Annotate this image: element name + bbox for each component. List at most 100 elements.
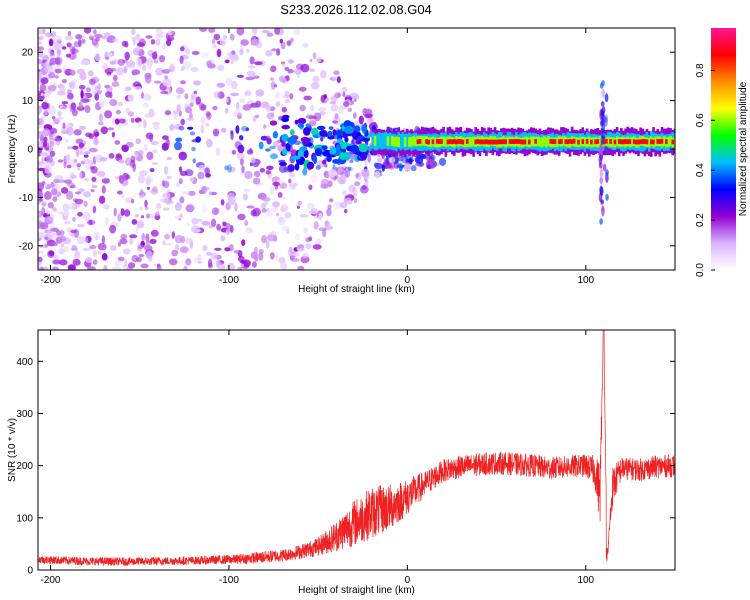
spectrogram-cell <box>545 137 548 148</box>
spectrogram-cell <box>431 139 435 145</box>
spectrogram-cell <box>281 117 289 123</box>
spectrogram-cell <box>48 84 57 92</box>
spectrogram-cell <box>572 138 576 144</box>
spectrogram-cell <box>125 107 130 114</box>
spectrogram-cell <box>45 155 53 164</box>
spectrogram-cell <box>364 181 368 186</box>
spectrogram-cell <box>337 104 344 114</box>
spectrogram-cell <box>146 151 154 161</box>
spectrogram-cell <box>596 139 600 144</box>
spectrogram-cell <box>135 226 139 234</box>
spectrogram-cell <box>600 109 605 120</box>
spectrogram-cell <box>38 71 42 81</box>
spectrogram-cell <box>66 42 72 48</box>
spectrogram-cell <box>143 102 149 108</box>
spectrogram-cell <box>191 50 200 56</box>
spectrogram-cell <box>281 196 287 200</box>
spectrogram-cell <box>49 150 56 157</box>
spectrogram-cell <box>98 195 106 204</box>
spectrogram-cell <box>180 80 186 85</box>
spectrogram-cell <box>583 137 587 147</box>
spectrogram-cell <box>47 202 54 209</box>
spectrogram-cell <box>551 139 555 144</box>
spectrogram-cell <box>108 153 115 159</box>
spectrogram-cell <box>412 136 415 146</box>
spectrogram-cell <box>124 51 130 61</box>
spectrogram-cell <box>410 136 413 147</box>
spectrogram-cell <box>150 229 159 237</box>
spectrogram-cell <box>44 65 54 73</box>
spectrogram-cell <box>519 139 522 145</box>
spectrogram-xlabel: Height of straight line (km) <box>298 284 415 295</box>
spectrogram-cell <box>162 207 170 211</box>
spectrogram-cell <box>245 76 255 81</box>
spectrogram-cell <box>326 155 332 162</box>
spectrogram-cell <box>330 103 339 112</box>
spectrogram-cell <box>570 139 574 145</box>
spectrogram-cell <box>185 237 193 244</box>
spectrogram-cell <box>46 183 56 188</box>
spectrogram-cell <box>62 122 66 129</box>
spectrogram-cell <box>318 107 327 112</box>
spectrogram-cell <box>250 102 259 108</box>
spectrogram-cell <box>83 158 91 165</box>
spectrogram-cell <box>266 165 274 170</box>
spectrogram-cell <box>185 106 192 114</box>
spectrogram-cell <box>164 233 170 240</box>
spectrogram-cell <box>265 148 271 152</box>
spectrogram-cell <box>446 139 450 145</box>
spectrogram-cell <box>261 29 270 34</box>
spectrogram-cell <box>254 114 260 119</box>
spectrogram-cell <box>307 202 315 210</box>
spectrogram-cell <box>284 212 292 219</box>
spectrogram-cell <box>162 180 170 189</box>
spectrogram-cell <box>313 221 319 230</box>
spectrogram-cell <box>44 191 52 200</box>
spectrogram-cell <box>145 233 150 242</box>
spectrogram-cell <box>156 263 161 268</box>
spectrogram-cell <box>129 234 138 239</box>
spectrogram-cell <box>329 101 337 105</box>
spectrogram-cell <box>200 124 205 134</box>
spectrogram-cell <box>240 158 244 166</box>
spectrogram-cell <box>87 70 94 77</box>
spectrogram-cell <box>220 199 225 206</box>
spectrogram-cell <box>64 155 71 164</box>
spectrogram-cell <box>71 244 78 251</box>
spectrogram-cell <box>343 126 354 134</box>
spectrogram-cell <box>502 139 505 145</box>
spectrogram-cell <box>581 139 585 144</box>
spectrogram-cell <box>61 101 69 105</box>
spectrogram-cell <box>191 146 196 152</box>
spectrogram-cell <box>213 33 220 41</box>
spectrogram-cell <box>107 52 113 58</box>
spectrogram-cell <box>138 194 144 199</box>
spectrogram-cell <box>93 231 100 240</box>
spectrogram-cell <box>149 168 155 173</box>
spectrogram-cell <box>77 211 83 217</box>
spectrogram-cell <box>255 89 265 97</box>
spectrogram-cell <box>543 136 546 146</box>
spectrogram-cell <box>51 241 58 247</box>
spectrogram-cell <box>311 127 319 136</box>
snr-ytick-label: 200 <box>16 461 33 472</box>
colorbar-label: Normalized spectral amplitude <box>738 81 749 216</box>
spectrogram-cell <box>79 149 83 155</box>
spectrogram-cell <box>79 171 83 180</box>
spectrogram-cell <box>180 46 185 52</box>
spectrogram-cell <box>384 132 388 149</box>
spectrogram-cell <box>184 93 189 100</box>
spectrogram-cell <box>173 110 178 114</box>
spectrogram-cell <box>600 199 604 205</box>
spectrogram-cell <box>228 166 236 173</box>
spectrogram-cell <box>270 153 278 160</box>
spectrogram-cell <box>143 245 153 251</box>
spectrogram-cell <box>69 174 77 179</box>
spectrogram-cell <box>362 126 368 134</box>
spectrogram-cell <box>253 75 260 79</box>
spectrogram-cell <box>302 252 309 259</box>
snr-xtick-label: 0 <box>405 575 411 586</box>
spectrogram-cell <box>182 61 192 70</box>
spectrogram-cell <box>337 138 343 144</box>
spectrogram-cell <box>485 139 488 145</box>
